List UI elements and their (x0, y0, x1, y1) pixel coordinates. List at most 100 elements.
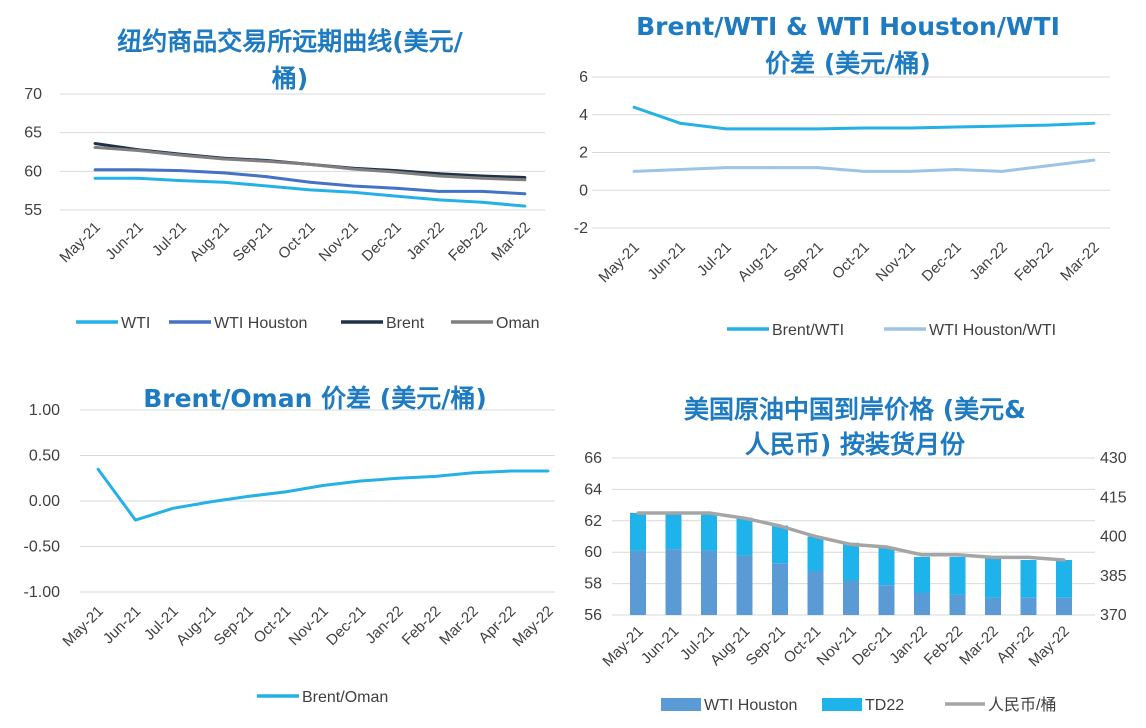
data-point (816, 166, 820, 170)
bar-wti-houston (772, 563, 788, 615)
data-point (480, 200, 484, 204)
data-point (434, 475, 437, 478)
data-point (93, 168, 97, 172)
y-tick-label: 0 (579, 182, 588, 199)
y-tick-label: 70 (24, 86, 42, 103)
x-tick-label: Nov-21 (286, 603, 332, 649)
y-tick-label: 4 (579, 107, 588, 124)
y2-tick-label: 415 (1100, 489, 1127, 506)
data-point (678, 168, 682, 171)
chart-title-line: 美国原油中国到岸价格 (美元& (684, 395, 1026, 424)
data-point (632, 105, 636, 109)
x-tick-label: Nov-21 (873, 239, 919, 285)
data-point (134, 518, 137, 522)
bar-wti-houston (701, 550, 717, 615)
data-point (954, 168, 958, 171)
bar-td22 (1020, 560, 1037, 598)
data-point (308, 188, 312, 192)
chart-title-line: Brent/Oman 价差 (美元/桶) (143, 384, 487, 413)
data-point (920, 553, 924, 557)
bar-td22 (772, 525, 788, 564)
data-point (546, 469, 550, 473)
data-point (523, 176, 527, 179)
legend-label: WTI Houston/WTI (929, 322, 1056, 339)
x-tick-label: Sep-21 (230, 219, 276, 265)
bar-wti-houston (843, 580, 859, 615)
data-point (396, 476, 400, 480)
y-tick-label: 0.00 (29, 493, 60, 510)
data-point (265, 159, 269, 163)
x-tick-label: Nov-21 (316, 219, 362, 265)
data-point (1062, 558, 1066, 562)
series-line-brent-wti (633, 105, 1095, 131)
x-tick-label: Jul-21 (149, 219, 190, 260)
bar-td22 (701, 513, 717, 551)
x-tick-label: Oct-21 (829, 239, 873, 283)
x-tick-label: Dec-21 (359, 219, 405, 265)
data-point (437, 172, 441, 176)
data-point (1092, 158, 1096, 162)
x-tick-label: Jun-21 (102, 219, 146, 263)
bar-wti-houston (807, 571, 824, 615)
x-tick-label: May-21 (599, 623, 646, 670)
chart-3: Brent/Oman 价差 (美元/桶) 1.00 0.50 0.00 -0.50 -1.… (24, 384, 557, 706)
series-line-brent-oman (96, 468, 548, 522)
data-point (724, 166, 728, 170)
chart-title-line: 价差 (美元/桶) (765, 49, 931, 78)
legend-label: Brent (386, 315, 425, 332)
data-point (678, 121, 682, 125)
x-tick-label: Jun-21 (100, 603, 144, 647)
bar-wti-houston (949, 594, 966, 615)
data-point (93, 146, 97, 149)
data-point (908, 170, 912, 173)
data-point (908, 126, 912, 130)
x-tick-label: Dec-21 (849, 623, 895, 669)
x-tick-label: May-21 (595, 239, 642, 286)
y-tick-label: 55 (24, 202, 42, 219)
data-point (816, 127, 820, 131)
data-point (813, 534, 818, 539)
x-tick-label: Mar-22 (1057, 239, 1103, 285)
data-point (742, 516, 747, 520)
data-point (265, 184, 269, 188)
x-tick-label: Dec-21 (323, 603, 369, 649)
x-tick-label: Jul-21 (694, 239, 735, 280)
data-point (96, 467, 100, 471)
legend-label: TD22 (865, 697, 904, 714)
data-point (480, 190, 484, 193)
data-point (523, 204, 527, 208)
data-point (862, 126, 866, 130)
x-tick-label: Oct-21 (275, 219, 319, 263)
x-tick-label: Jan-22 (966, 239, 1010, 283)
chart-title-line: 纽约商品交易所远期曲线(美元/ (117, 27, 463, 56)
y2-tick-label: 430 (1100, 450, 1127, 467)
series-line-brent (94, 142, 526, 179)
bar-td22 (878, 547, 895, 586)
data-point (437, 198, 441, 202)
y-tick-label: -2 (574, 220, 588, 237)
x-tick-label: May-22 (509, 603, 556, 650)
data-point (955, 553, 960, 557)
chart-2: Brent/WTI & WTI Houston/WTI 价差 (美元/桶) 6 4 2 0… (574, 12, 1110, 339)
data-point (770, 127, 774, 131)
data-point (351, 184, 355, 188)
x-tick-label: Aug-21 (173, 603, 219, 649)
legend-label: Brent/Oman (302, 689, 388, 706)
y-tick-label: 65 (24, 125, 42, 142)
data-point (1026, 555, 1031, 560)
data-point (222, 157, 226, 161)
data-point (1000, 170, 1004, 173)
data-point (862, 170, 866, 173)
data-point (636, 511, 640, 515)
legend-label: WTI Houston (214, 315, 307, 332)
y-tick-label: 0.50 (29, 448, 60, 465)
bar-td22 (949, 556, 966, 595)
data-point (954, 125, 958, 129)
data-point (1046, 123, 1050, 127)
bar-wti-houston (985, 597, 1001, 615)
data-point (394, 194, 398, 198)
data-point (265, 175, 269, 179)
data-point (884, 545, 889, 549)
legend-swatch (822, 698, 862, 711)
x-tick-label: Mar-22 (956, 623, 1002, 669)
